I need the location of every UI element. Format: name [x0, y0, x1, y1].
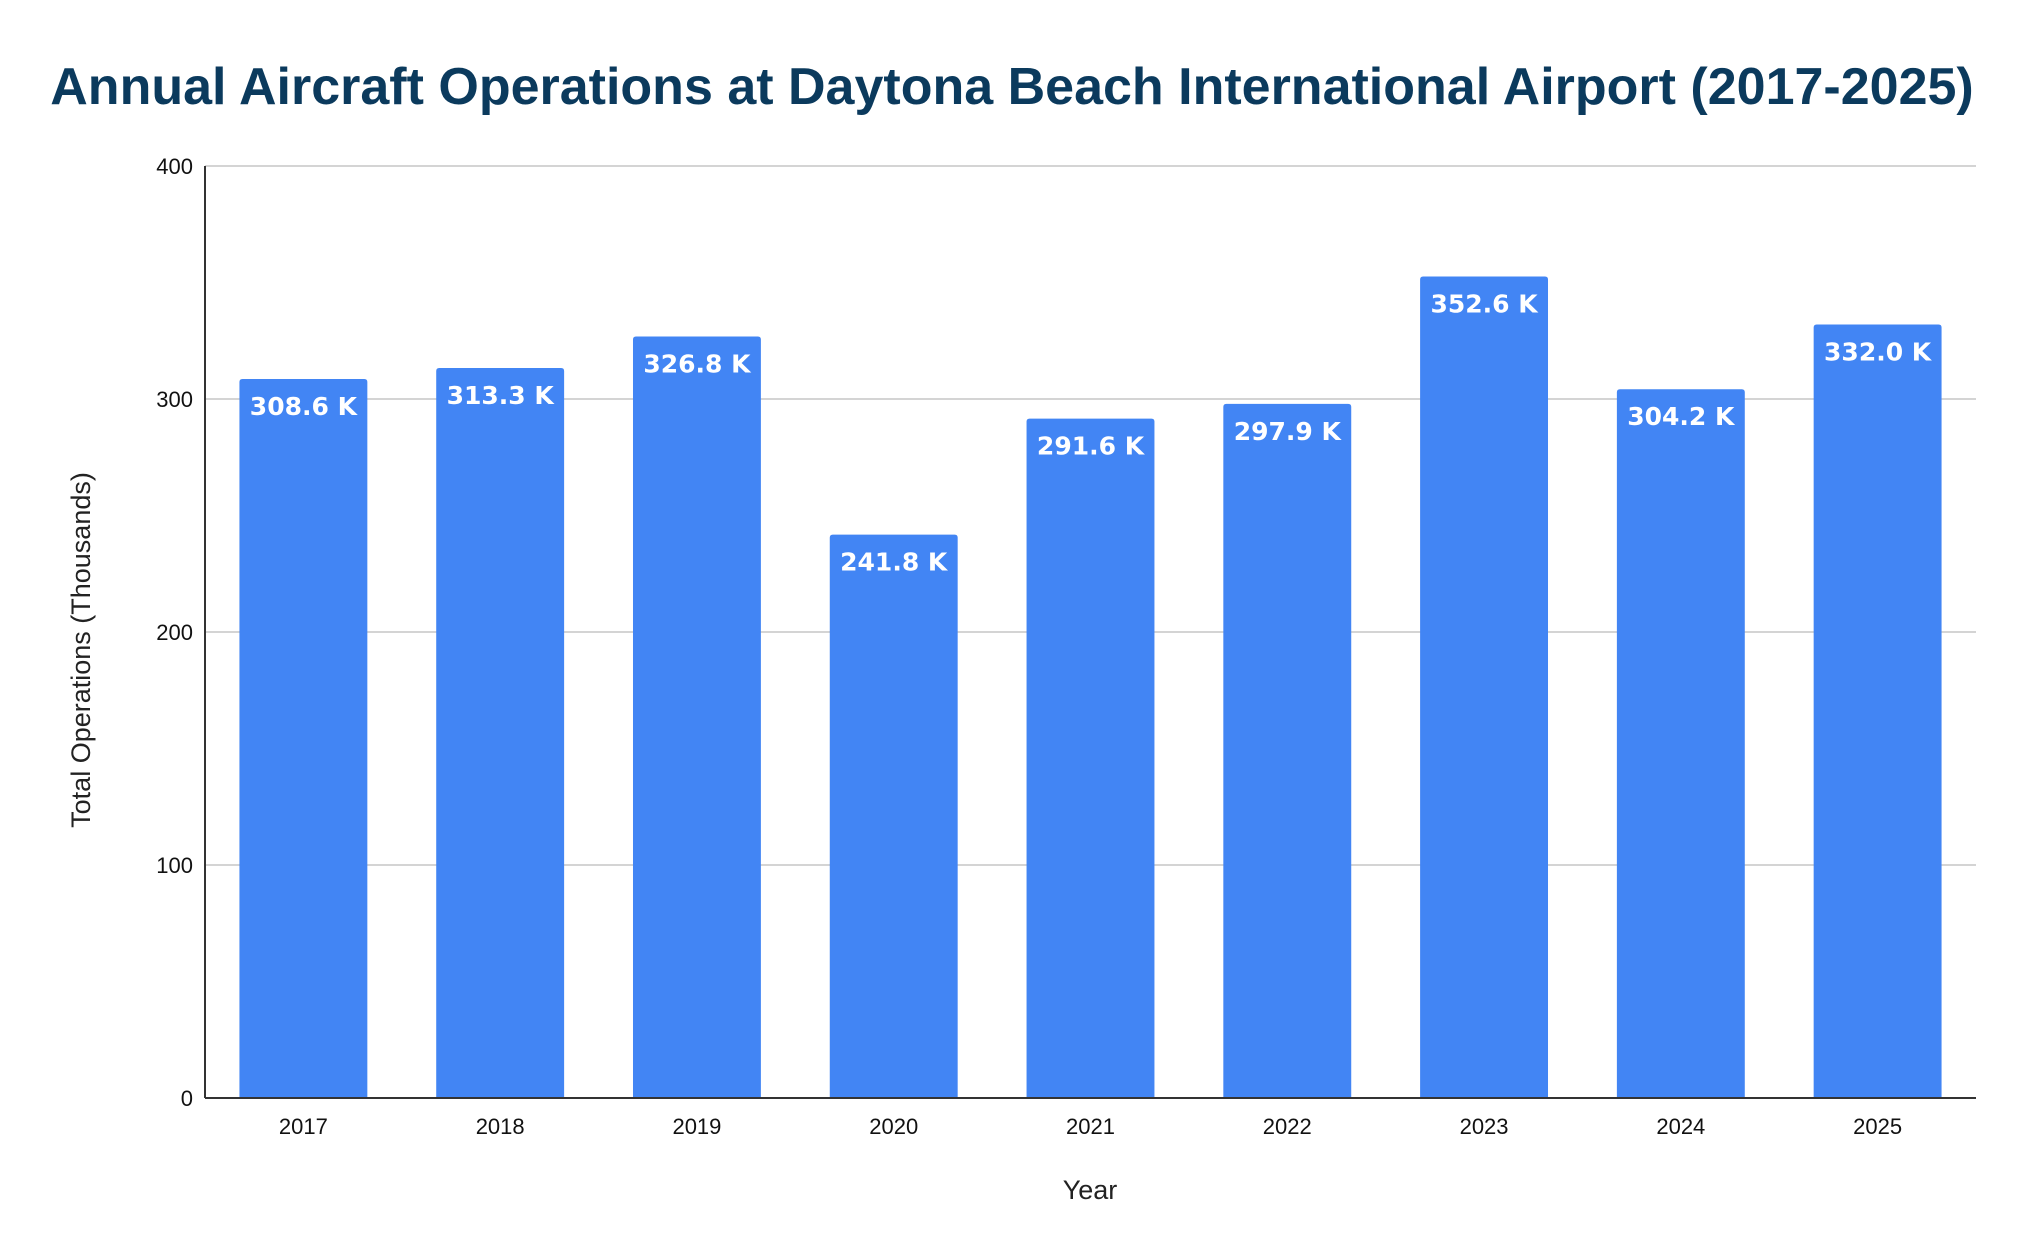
y-tick-label: 400 [156, 154, 193, 179]
data-label-2022: 297.9 K [1234, 417, 1343, 446]
bar-2022 [1223, 403, 1352, 1098]
y-tick-labels: 0 100 200 300 400 [156, 154, 193, 1111]
x-axis-title: Year [1063, 1175, 1118, 1205]
x-tick-labels: 2017 2018 2019 2020 2021 2022 2023 2024 2025 [279, 1114, 1902, 1139]
data-label-2017: 308.6 K [250, 392, 359, 421]
data-label-2024: 304.2 K [1627, 402, 1736, 431]
bar-2021 [1026, 418, 1155, 1098]
bar-2023 [1420, 276, 1549, 1098]
bar-2018 [436, 368, 565, 1098]
bar-2019 [632, 336, 761, 1098]
x-tick-label-2019: 2019 [672, 1114, 721, 1139]
data-label-2021: 291.6 K [1037, 432, 1146, 461]
data-labels: 308.6 K 313.3 K 326.8 K 241.8 K 291.6 K 297.9… [250, 289, 1933, 576]
y-tick-label: 300 [156, 387, 193, 412]
x-tick-label-2017: 2017 [279, 1114, 328, 1139]
bar-2020 [829, 534, 958, 1098]
x-tick-label-2020: 2020 [869, 1114, 918, 1139]
axes [204, 166, 1976, 1099]
y-tick-label: 200 [156, 620, 193, 645]
data-label-2020: 241.8 K [840, 548, 949, 577]
x-tick-label-2022: 2022 [1263, 1114, 1312, 1139]
x-tick-label-2018: 2018 [476, 1114, 525, 1139]
bar-2024 [1616, 389, 1745, 1098]
data-label-2018: 313.3 K [447, 381, 556, 410]
chart-title: Annual Aircraft Operations at Daytona Be… [50, 58, 1974, 116]
bar-2025 [1813, 324, 1942, 1098]
data-label-2019: 326.8 K [643, 350, 752, 379]
data-label-2025: 332.0 K [1824, 337, 1933, 366]
bar-2017 [239, 378, 368, 1098]
x-tick-label-2023: 2023 [1460, 1114, 1509, 1139]
bars [239, 276, 1942, 1098]
x-tick-label-2025: 2025 [1853, 1114, 1902, 1139]
data-label-2023: 352.6 K [1430, 289, 1539, 318]
y-tick-label: 0 [181, 1086, 193, 1111]
x-tick-label-2021: 2021 [1066, 1114, 1115, 1139]
y-axis-title: Total Operations (Thousands) [66, 472, 96, 828]
y-tick-label: 100 [156, 853, 193, 878]
x-tick-label-2024: 2024 [1656, 1114, 1705, 1139]
